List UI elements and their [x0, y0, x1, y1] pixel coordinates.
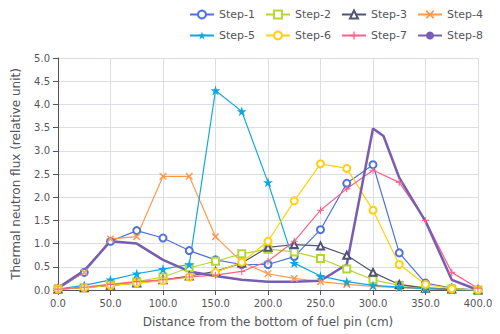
svg-text:0.5: 0.5	[34, 261, 50, 272]
svg-text:400.0: 400.0	[464, 298, 493, 309]
svg-text:4.5: 4.5	[34, 76, 50, 87]
svg-text:Step-3: Step-3	[371, 8, 407, 21]
svg-text:350.0: 350.0	[411, 298, 440, 309]
svg-text:5.0: 5.0	[34, 53, 50, 64]
svg-text:1.5: 1.5	[34, 215, 50, 226]
svg-text:Distance from the bottom of fu: Distance from the bottom of fuel pin (cm…	[143, 315, 394, 329]
svg-text:Step-8: Step-8	[447, 29, 483, 42]
svg-text:200.0: 200.0	[254, 298, 283, 309]
svg-text:1.0: 1.0	[34, 238, 50, 249]
svg-text:Step-5: Step-5	[219, 29, 255, 42]
svg-text:Step-6: Step-6	[295, 29, 331, 42]
svg-text:3.5: 3.5	[34, 122, 50, 133]
svg-text:50.0: 50.0	[99, 298, 121, 309]
svg-text:Step-1: Step-1	[219, 8, 255, 21]
svg-text:Thermal neutron flux (relative: Thermal neutron flux (relative unit)	[9, 68, 23, 281]
svg-text:300.0: 300.0	[359, 298, 388, 309]
svg-text:Step-7: Step-7	[371, 29, 407, 42]
svg-text:2.0: 2.0	[34, 192, 50, 203]
svg-text:0.0: 0.0	[34, 285, 50, 296]
svg-text:Step-2: Step-2	[295, 8, 331, 21]
svg-text:0.0: 0.0	[50, 298, 66, 309]
svg-text:2.5: 2.5	[34, 169, 50, 180]
svg-text:4.0: 4.0	[34, 99, 50, 110]
svg-text:3.0: 3.0	[34, 145, 50, 156]
svg-text:Step-4: Step-4	[447, 8, 483, 21]
svg-text:250.0: 250.0	[306, 298, 335, 309]
svg-text:150.0: 150.0	[201, 298, 230, 309]
svg-text:100.0: 100.0	[149, 298, 178, 309]
